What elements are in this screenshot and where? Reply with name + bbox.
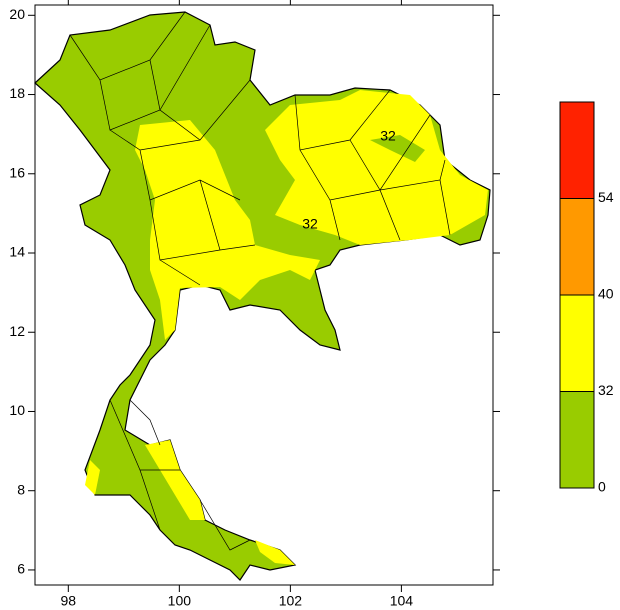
y-tick-label: 10 <box>9 402 25 418</box>
contour-label: 32 <box>302 216 318 232</box>
colorbar-box <box>559 198 595 296</box>
y-tick-label: 8 <box>17 481 25 497</box>
zone-32-40 <box>85 460 100 495</box>
zone-0-32 <box>370 135 425 162</box>
y-tick-label: 14 <box>9 244 25 260</box>
y-tick-label: 20 <box>9 6 25 22</box>
zone-32-40 <box>145 440 205 520</box>
y-tick-label: 12 <box>9 323 25 339</box>
zone-32-40 <box>265 90 488 245</box>
contour-label: 32 <box>380 128 396 144</box>
y-tick-label: 16 <box>9 164 25 180</box>
x-tick-label: 104 <box>390 593 414 609</box>
colorbar-box <box>559 391 595 489</box>
colorbar-box <box>559 101 595 199</box>
colorbar-box <box>559 294 595 392</box>
x-tick-label: 102 <box>279 593 303 609</box>
colorbar-label: 0 <box>598 479 606 495</box>
zone-32-40 <box>135 120 320 340</box>
colorbar-label: 40 <box>598 286 614 302</box>
y-tick-label: 18 <box>9 85 25 101</box>
map-frame <box>34 4 494 586</box>
x-tick-label: 98 <box>61 593 77 609</box>
zone-32-40 <box>255 540 295 565</box>
colorbar-label: 54 <box>598 189 614 205</box>
colorbar-label: 32 <box>598 382 614 398</box>
y-tick-label: 6 <box>17 561 25 577</box>
x-tick-label: 100 <box>168 593 192 609</box>
province-borders <box>69 11 451 551</box>
